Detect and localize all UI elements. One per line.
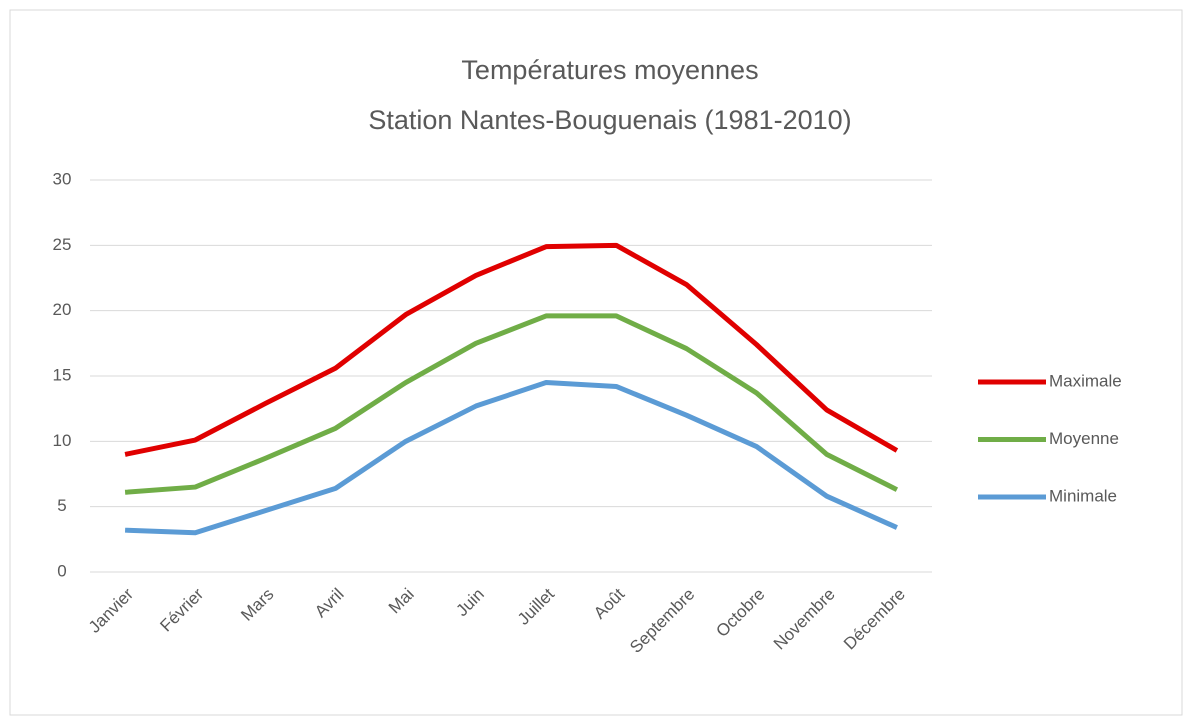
chart-title: Températures moyennes: [461, 55, 758, 85]
legend-label: Maximale: [1049, 371, 1122, 390]
chart-frame: [9, 9, 1183, 716]
y-tick-label: 0: [57, 561, 66, 580]
y-tick-label: 25: [53, 235, 72, 254]
y-tick-label: 15: [53, 365, 72, 384]
series-line: [124, 313, 899, 495]
y-tick-label: 30: [53, 169, 72, 188]
series-line: [124, 242, 899, 457]
chart-subtitle: Station Nantes-Bouguenais (1981-2010): [368, 105, 851, 135]
legend-label: Moyenne: [1049, 429, 1119, 448]
y-tick-label: 10: [53, 431, 72, 450]
series-line: [124, 380, 898, 536]
legend-label: Minimale: [1049, 486, 1117, 505]
y-tick-label: 5: [57, 496, 66, 515]
y-tick-label: 20: [53, 300, 72, 319]
